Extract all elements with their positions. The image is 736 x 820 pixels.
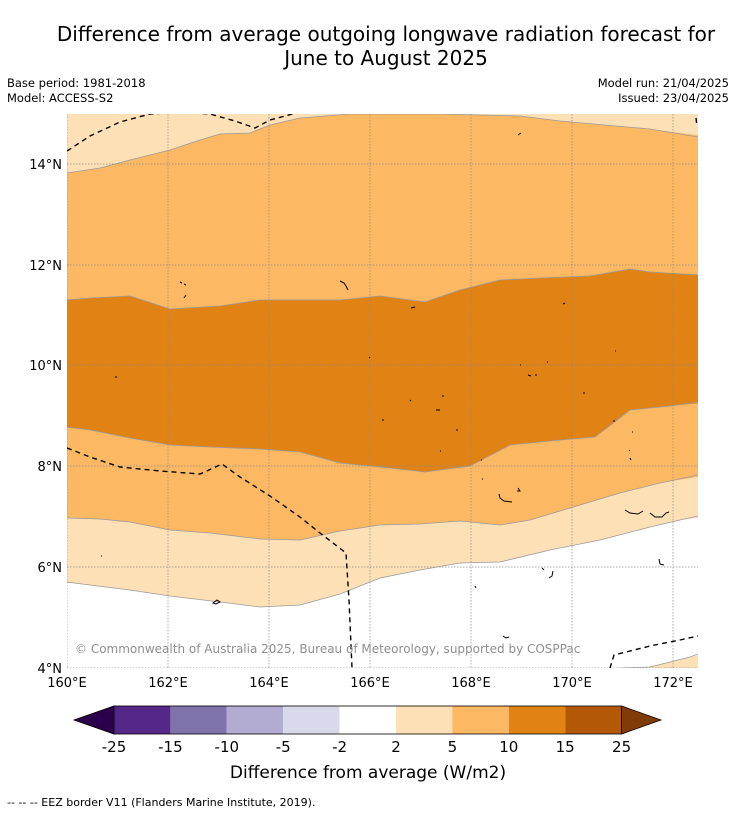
issued-date: Issued: 23/04/2025 [618,91,729,105]
eez-footnote: -- -- -- EEZ border V11 (Flanders Marine… [7,796,316,809]
lat-label-6n: 6°N [38,561,63,576]
lat-label-8n: 8°N [38,460,63,475]
colorbar-tick-10: 25 [612,738,631,756]
colorbar-swatch-5 [339,706,396,734]
colorbar-tick-4: -5 [276,738,291,756]
colorbar-swatch-1 [114,706,171,734]
colorbar-swatch-9 [565,706,622,734]
band-2-5-north [67,114,698,173]
colorbar-ticks: -25 -15 -10 -5 -2 2 5 10 15 25 [102,738,631,756]
colorbar: -25 -15 -10 -5 -2 2 5 10 15 25 Differenc… [72,705,663,783]
colorbar-swatch-4 [283,706,340,734]
contour-field [67,114,698,668]
colorbar-tick-9: 15 [556,738,575,756]
colorbar-tick-8: 10 [499,738,518,756]
colorbar-tick-5: -2 [332,738,347,756]
meta-left: Base period: 1981-2018 Model: ACCESS-S2 [7,76,146,106]
model-name: Model: ACCESS-S2 [7,91,114,105]
colorbar-tick-1: -25 [102,738,127,756]
lon-label-172e: 172°E [653,676,693,691]
lat-label-4n: 4°N [38,662,63,677]
colorbar-tick-7: 5 [448,738,458,756]
colorbar-tick-6: 2 [391,738,401,756]
eez-borders [67,114,698,668]
colorbar-swatch-8 [508,706,566,734]
lon-label-164e: 164°E [249,676,289,691]
graticule [67,114,698,668]
meta-right: Model run: 21/04/2025 Issued: 23/04/2025 [598,76,729,106]
lat-label-12n: 12°N [29,259,62,274]
islands [101,132,670,639]
title-line-1: Difference from average outgoing longwav… [56,22,716,46]
colorbar-tick-2: -15 [158,738,183,756]
title-line-2: June to August 2025 [284,46,488,70]
colorbar-min-arrow [72,705,115,735]
map-title: Difference from average outgoing longwav… [0,22,736,70]
model-run: Model run: 21/04/2025 [597,76,729,90]
lon-labels: 160°E 162°E 164°E 166°E 168°E 170°E 172°… [47,676,693,691]
colorbar-tick-3: -10 [215,738,240,756]
colorbar-label: Difference from average (W/m2) [230,763,506,783]
colorbar-swatch-2 [170,706,227,734]
colorbar-swatch-3 [226,706,284,734]
lat-label-14n: 14°N [29,158,62,173]
lon-label-168e: 168°E [451,676,491,691]
band-2-5-south [67,476,698,607]
lon-label-166e: 166°E [350,676,390,691]
band-neutral [67,517,698,668]
colorbar-max-arrow [621,705,663,735]
colorbar-swatch-7 [452,706,509,734]
contour-lines [67,114,698,668]
lon-label-160e: 160°E [47,676,87,691]
lat-labels: 4°N 6°N 8°N 10°N 12°N 14°N [29,158,62,677]
band-10-15 [67,269,698,472]
lat-label-10n: 10°N [29,359,62,374]
colorbar-swatch-6 [396,706,453,734]
base-period: Base period: 1981-2018 [7,76,146,90]
lon-label-170e: 170°E [552,676,592,691]
colorbar-frame [113,705,623,735]
lon-label-162e: 162°E [148,676,188,691]
copyright-text: © Commonwealth of Australia 2025, Bureau… [75,642,580,656]
